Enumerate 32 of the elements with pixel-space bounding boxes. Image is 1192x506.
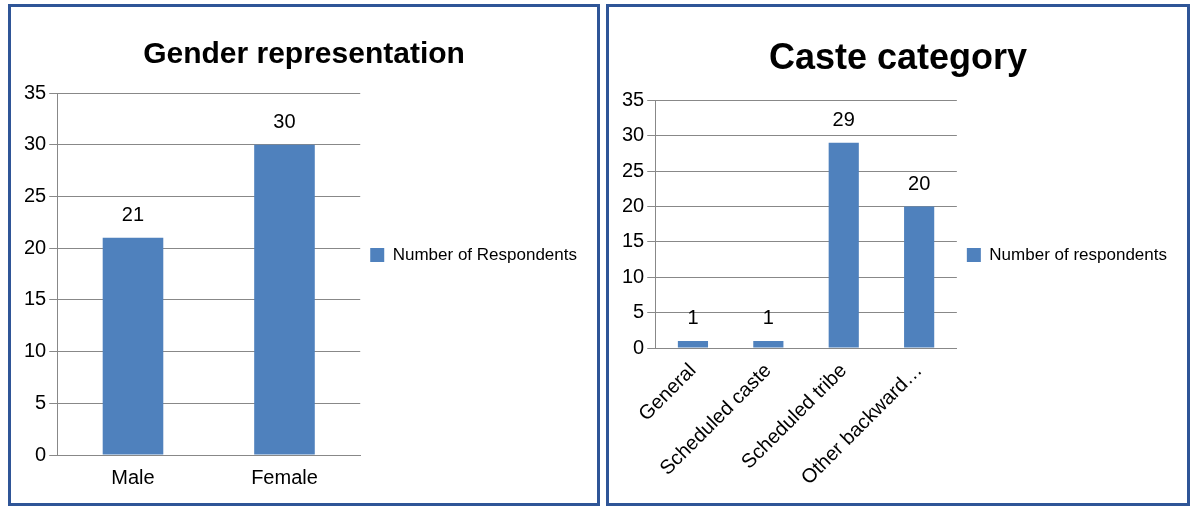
y-tick-label: 0 xyxy=(35,442,47,465)
legend-label: Number of Respondents xyxy=(392,244,578,264)
y-tick-label: 15 xyxy=(24,287,47,310)
y-tick-label: 15 xyxy=(622,229,645,252)
bar xyxy=(904,206,935,348)
y-tick-label: 20 xyxy=(622,193,645,216)
chart-title: Caste category xyxy=(768,35,1028,77)
y-tick-label: 25 xyxy=(24,183,47,206)
bar xyxy=(753,340,784,348)
data-label: 30 xyxy=(273,110,296,133)
x-tick-label: Male xyxy=(111,465,155,488)
y-tick-label: 10 xyxy=(24,339,47,362)
chart-title: Gender representation xyxy=(143,36,465,70)
data-label: 20 xyxy=(908,171,931,194)
data-label: 1 xyxy=(762,306,774,329)
legend-label: Number of respondents xyxy=(989,244,1167,264)
y-tick-label: 10 xyxy=(622,264,645,287)
y-tick-label: 5 xyxy=(35,390,47,413)
y-tick-label: 30 xyxy=(622,123,645,146)
data-label: 21 xyxy=(121,203,145,226)
y-tick-label: 30 xyxy=(24,132,47,155)
y-tick-label: 35 xyxy=(622,87,645,110)
data-label: 1 xyxy=(687,306,699,329)
y-tick-label: 35 xyxy=(24,80,47,103)
x-tick-label: Female xyxy=(251,465,318,488)
bar xyxy=(677,340,709,348)
y-tick-label: 0 xyxy=(633,335,645,358)
bar xyxy=(828,142,859,348)
y-tick-label: 20 xyxy=(24,235,47,258)
y-tick-label: 25 xyxy=(622,158,645,181)
data-label: 29 xyxy=(832,108,855,131)
y-tick-label: 5 xyxy=(633,300,645,323)
